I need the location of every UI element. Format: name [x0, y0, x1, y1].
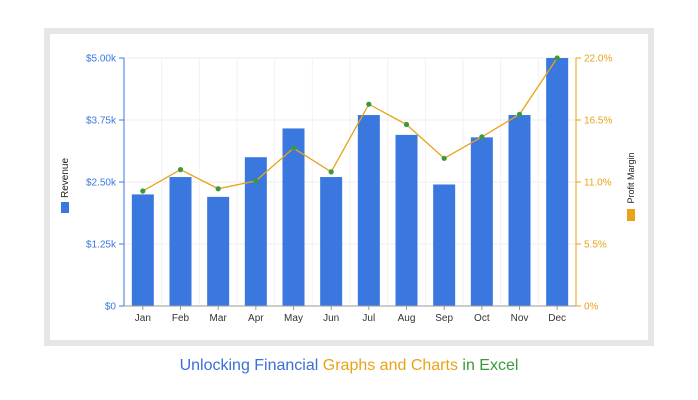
left-tick-label: $3.75k	[86, 116, 117, 127]
left-tick-label: $5.00k	[86, 54, 117, 65]
right-tick-label: 0%	[584, 302, 599, 313]
grid-lines	[123, 57, 577, 307]
x-tick-label-jan: Jan	[135, 313, 151, 324]
profit-point-oct	[479, 134, 485, 140]
x-tick-label-may: May	[284, 313, 303, 324]
revenue-bar-sep	[433, 184, 456, 306]
profit-margin-legend-swatch	[627, 209, 635, 221]
x-tick-label-nov: Nov	[511, 313, 529, 324]
right-tick-label: 11.0%	[584, 178, 612, 189]
right-tick-label: 5.5%	[584, 240, 607, 251]
profit-point-jun	[328, 169, 334, 175]
x-tick-label-dec: Dec	[548, 313, 566, 324]
revenue-bars	[131, 58, 569, 306]
x-tick-label-oct: Oct	[474, 313, 490, 324]
revenue-legend-swatch	[61, 202, 69, 213]
x-tick-label-sep: Sep	[435, 313, 453, 324]
revenue-bar-aug	[395, 134, 418, 306]
caption-part-3: in Excel	[457, 357, 519, 374]
left-tick-label: $1.25k	[86, 240, 117, 251]
right-tick-label: 16.5%	[584, 116, 612, 127]
profit-point-jan	[140, 188, 146, 194]
profit-margin-axis-label: Profit Margin	[626, 152, 636, 203]
revenue-bar-may	[282, 128, 305, 306]
revenue-bar-nov	[508, 115, 531, 306]
profit-point-may	[290, 145, 297, 151]
profit-point-mar	[215, 186, 221, 192]
profit-margin-polyline	[142, 57, 558, 192]
revenue-bar-dec	[546, 58, 569, 306]
profit-point-nov	[516, 111, 523, 117]
revenue-bar-jan	[131, 194, 154, 306]
x-tick-label-apr: Apr	[248, 313, 264, 324]
profit-point-aug	[403, 121, 410, 128]
right-tick-label: 22.0%	[584, 54, 612, 65]
revenue-bar-mar	[207, 196, 230, 306]
profit-point-jul	[366, 101, 372, 107]
left-tick-label: $0	[105, 302, 117, 313]
caption-part-1: Unlocking Financial	[179, 357, 323, 374]
profit-point-apr	[253, 178, 259, 184]
left-tick-label: $2.50k	[86, 178, 117, 189]
chart-caption: Unlocking Financial Graphs and Charts in…	[0, 357, 698, 375]
x-tick-label-jul: Jul	[362, 313, 375, 324]
revenue-bar-jun	[320, 177, 343, 306]
x-tick-label-feb: Feb	[172, 313, 190, 324]
revenue-bar-apr	[244, 157, 267, 306]
x-tick-label-mar: Mar	[210, 313, 228, 324]
profit-margin-line	[140, 55, 560, 194]
profit-point-feb	[177, 167, 184, 173]
profit-point-dec	[554, 55, 560, 61]
tick-labels: $0 $1.25k $2.50k $3.75k $5.00k 0% 5.5% 11.0% 16.…	[86, 54, 612, 325]
revenue-bar-jul	[357, 115, 380, 306]
x-tick-label-jun: Jun	[323, 313, 339, 324]
x-tick-label-aug: Aug	[398, 313, 416, 324]
caption-part-2: Graphs and Charts	[322, 357, 458, 374]
revenue-bar-oct	[470, 137, 493, 306]
axes	[119, 57, 581, 310]
axis-legends: Revenue Profit Margin	[60, 152, 636, 221]
revenue-bar-feb	[169, 177, 192, 306]
revenue-axis-label: Revenue	[60, 158, 71, 198]
profit-point-sep	[441, 155, 447, 161]
